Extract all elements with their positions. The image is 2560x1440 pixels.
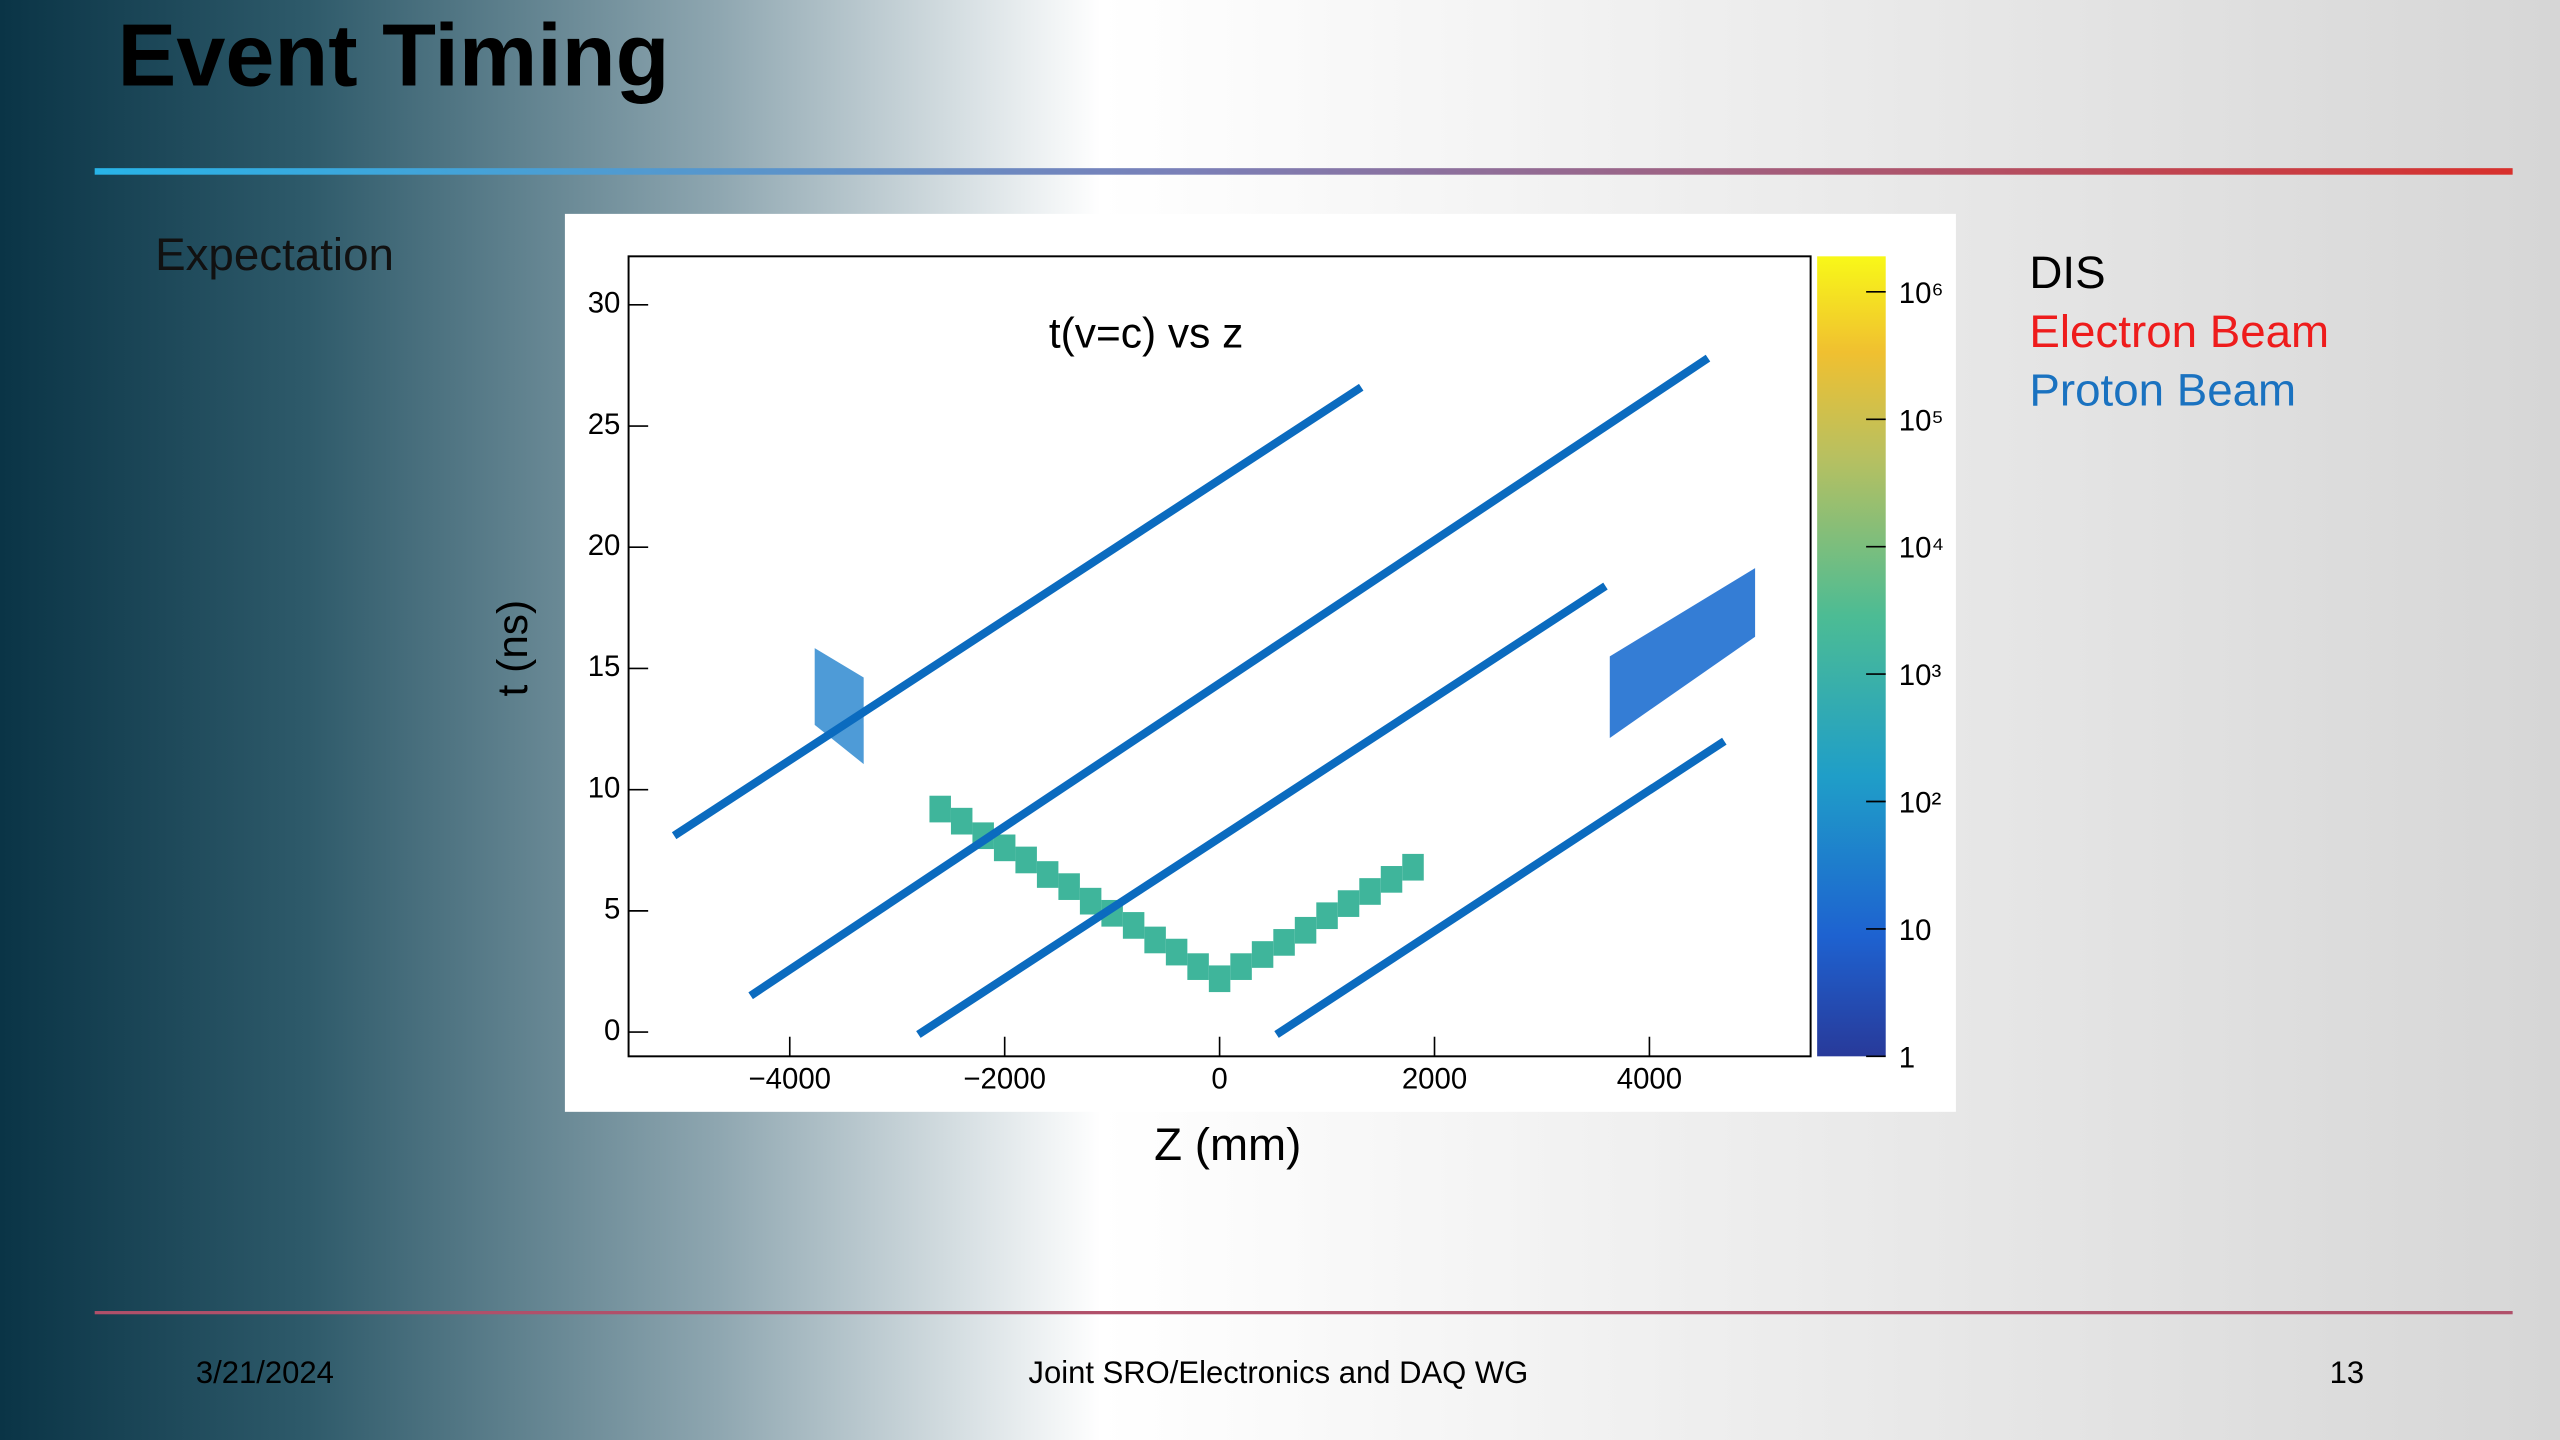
footer-center: Joint SRO/Electronics and DAQ WG [1028, 1355, 1528, 1390]
dis-cell [1015, 846, 1037, 874]
subtitle: Expectation [155, 229, 394, 280]
dis-cell [993, 834, 1016, 862]
title-rule [94, 168, 2513, 175]
dis-cell [950, 807, 973, 835]
dis-cell [1165, 938, 1188, 966]
legend-entry: Proton Beam [2029, 365, 2296, 416]
dis-cell [1294, 916, 1317, 944]
x-tick-label: −2000 [963, 1063, 1046, 1096]
y-axis-label: t (ns) [489, 600, 536, 697]
dis-cell [1079, 887, 1102, 915]
legend-entry: DIS [2029, 247, 2105, 298]
x-tick-label: −4000 [749, 1063, 832, 1096]
z-tick-label: 1 [1899, 1041, 1915, 1074]
dis-cell [1122, 912, 1145, 939]
y-tick-label: 25 [588, 408, 621, 441]
x-axis-label: Z (mm) [1154, 1119, 1301, 1170]
beam-line [671, 383, 1364, 840]
page-number: 13 [2330, 1355, 2364, 1390]
dis-cell [1144, 926, 1166, 954]
dis-cell [1251, 941, 1274, 968]
dis-cell [1316, 902, 1338, 930]
dis-cell [929, 795, 951, 823]
z-tick-label: 10³ [1899, 659, 1942, 692]
y-tick-label: 30 [588, 287, 621, 320]
beam-line [748, 354, 1711, 1000]
halo-left [814, 648, 864, 765]
z-tick-label: 10⁶ [1899, 277, 1944, 310]
chart-title: t(v=c) vs z [1049, 310, 1244, 357]
x-tick-label: 0 [1211, 1063, 1227, 1096]
dis-cell [1402, 853, 1424, 881]
y-tick-label: 15 [588, 650, 621, 683]
y-tick-label: 5 [604, 893, 620, 926]
footer-date: 3/21/2024 [196, 1355, 334, 1390]
y-tick-label: 20 [588, 529, 621, 562]
dis-cell [1337, 890, 1360, 917]
plot [671, 354, 1756, 1038]
y-tick-label: 10 [588, 771, 621, 804]
beam-line [916, 582, 1608, 1038]
dis-cell [1380, 866, 1403, 893]
beam-line [1274, 737, 1727, 1038]
z-tick-label: 10² [1899, 787, 1942, 820]
dis-cell [1036, 861, 1059, 888]
x-tick-label: 2000 [1402, 1063, 1467, 1096]
dis-cell [1187, 953, 1209, 980]
dis-cell [1359, 878, 1381, 905]
legend: DIS Electron Beam Proton Beam [2029, 247, 2329, 416]
dis-cell [1230, 953, 1252, 980]
z-tick-label: 10 [1899, 914, 1932, 947]
legend-entry: Electron Beam [2029, 306, 2329, 357]
dis-cell [1058, 873, 1080, 900]
z-tick-label: 10⁵ [1899, 404, 1944, 437]
dis-cell [1273, 929, 1295, 956]
dis-cell [1208, 965, 1231, 993]
color-bar [1817, 256, 1886, 1057]
footer-rule [94, 1311, 2513, 1315]
slide-title: Event Timing [118, 5, 670, 104]
z-tick-label: 10⁴ [1899, 532, 1944, 565]
halo-right [1609, 568, 1756, 738]
x-tick-label: 4000 [1617, 1063, 1682, 1096]
y-tick-label: 0 [604, 1014, 620, 1047]
